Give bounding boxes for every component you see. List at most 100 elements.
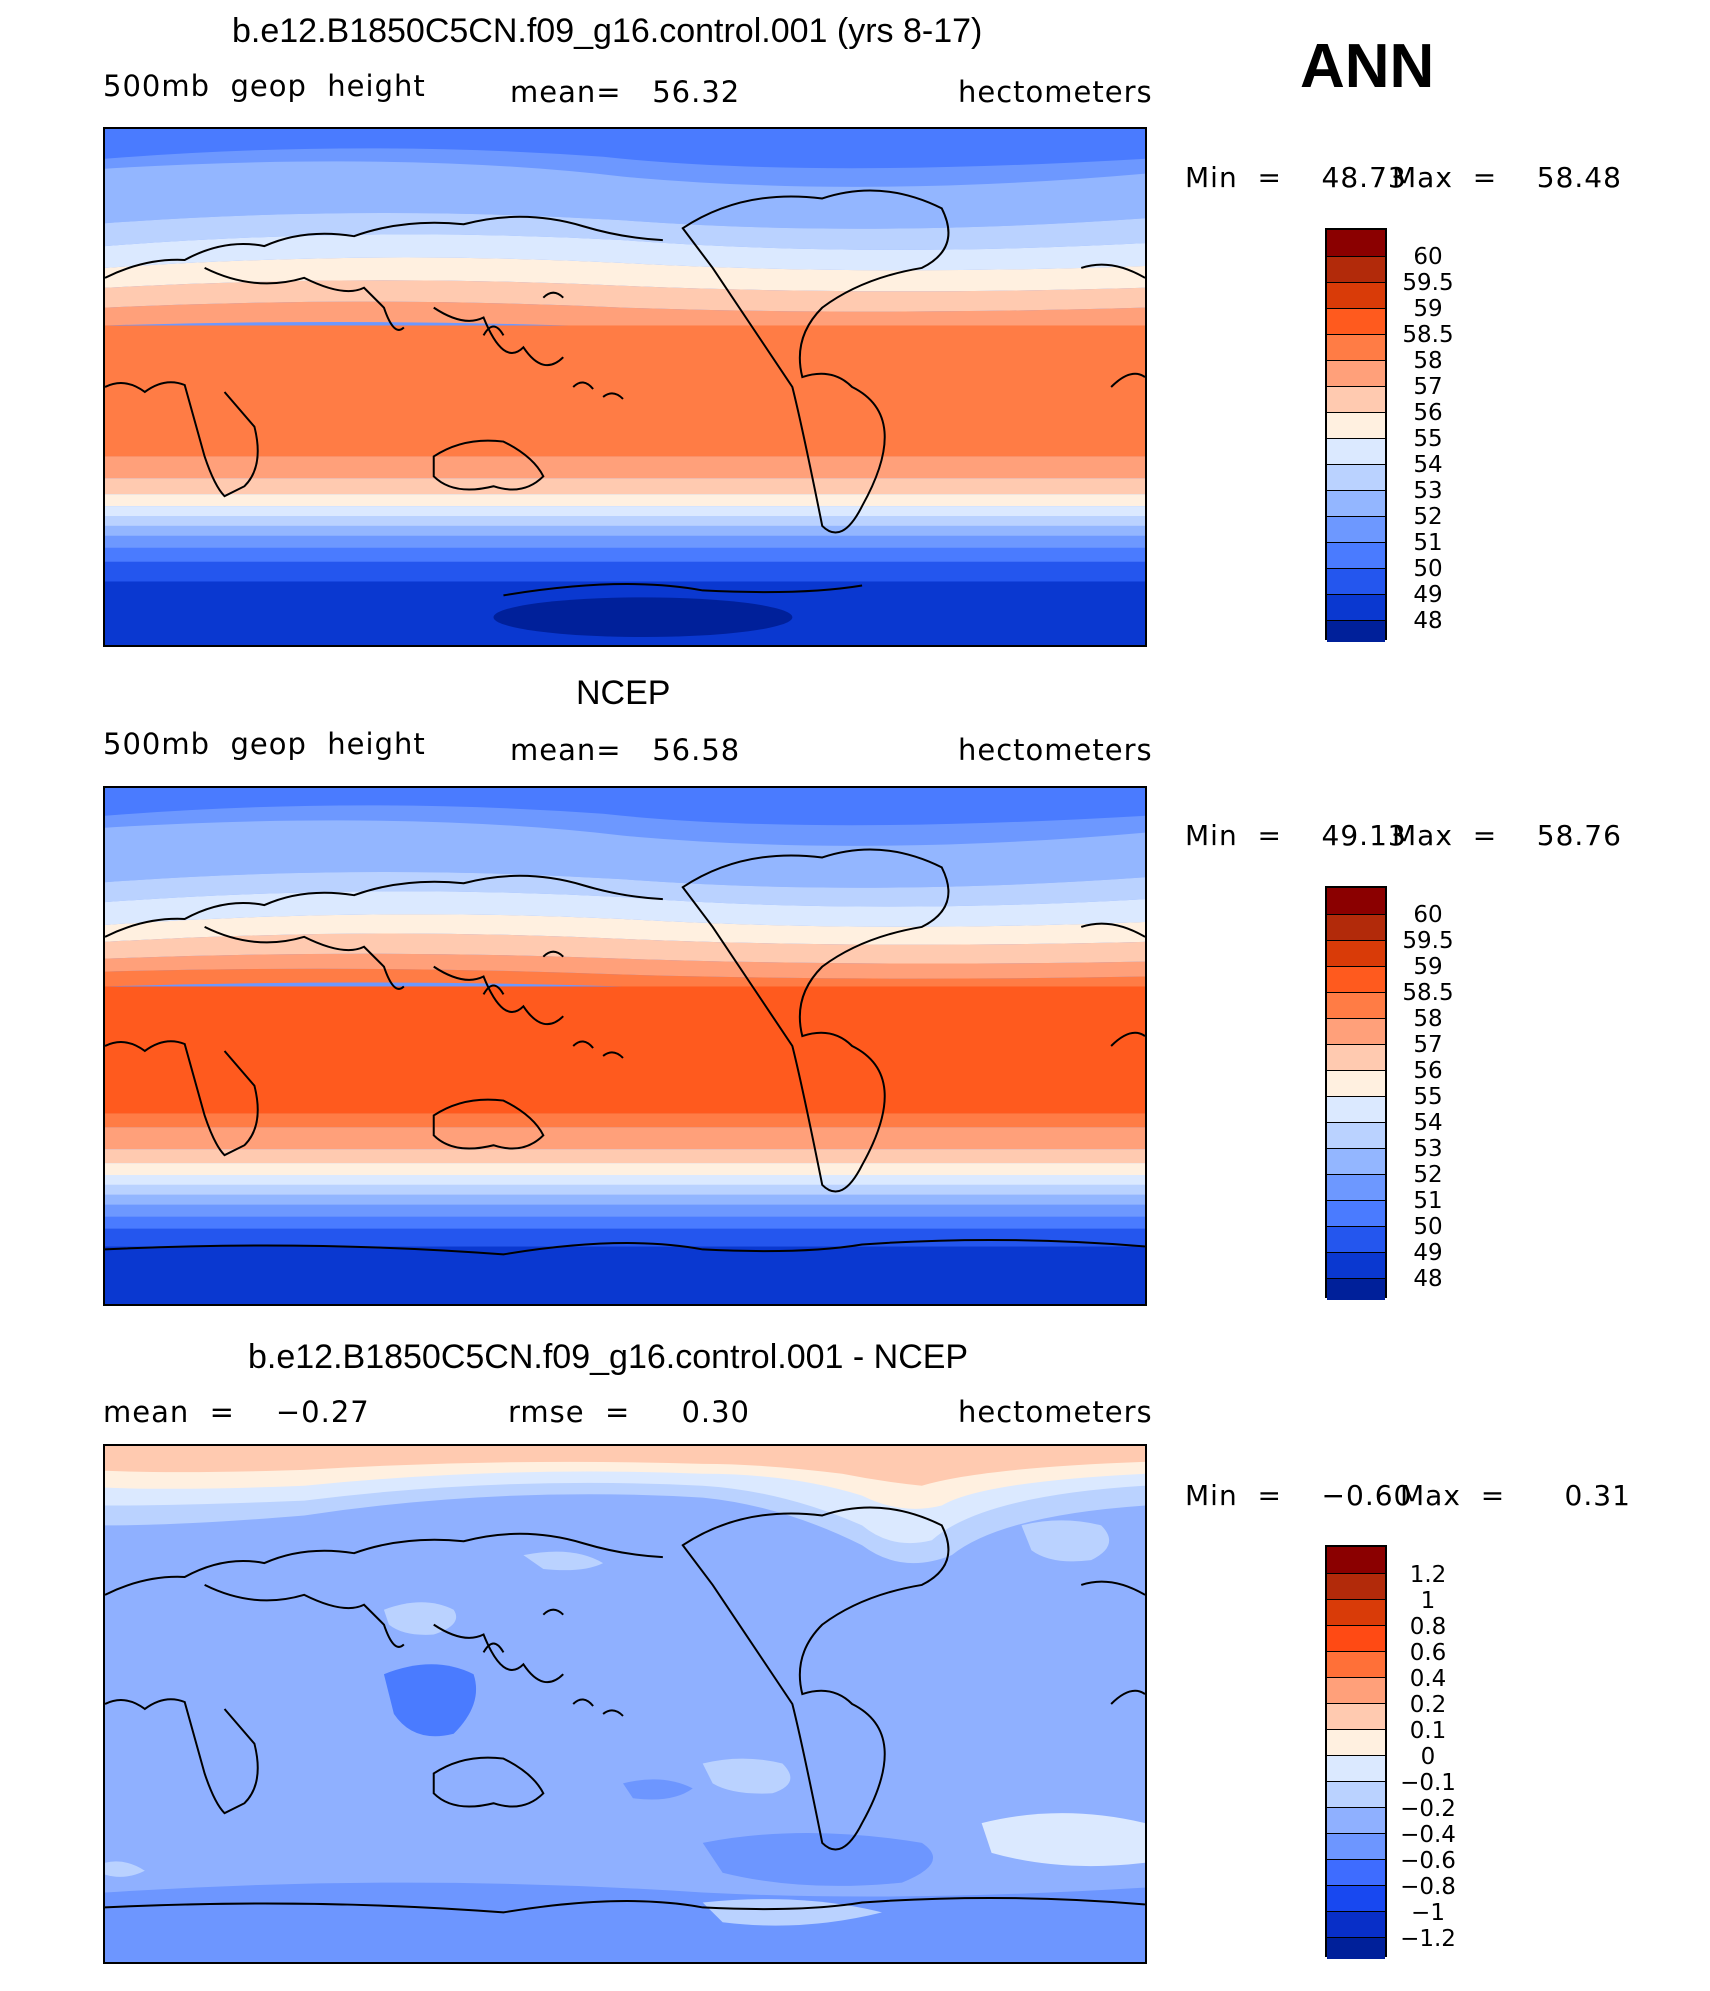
panel3-colorbar-seg	[1327, 1807, 1385, 1833]
panel3-contours	[105, 1446, 1145, 1962]
panel2-colorbar-label: 54	[1413, 1110, 1443, 1136]
panel3-colorbar-label: −0.4	[1400, 1822, 1456, 1848]
panel3-colorbar-label: −1	[1411, 1900, 1445, 1926]
panel2-colorbar-seg	[1327, 1174, 1385, 1200]
panel1-max: Max = 58.48	[1392, 161, 1622, 194]
panel2-colorbar-seg	[1327, 1122, 1385, 1148]
panel3-colorbar-seg	[1327, 1755, 1385, 1781]
panel1-colorbar-seg	[1327, 386, 1385, 412]
panel2-colorbar-label: 59	[1413, 954, 1443, 980]
panel2-colorbar-seg	[1327, 992, 1385, 1018]
panel2-colorbar-seg	[1327, 1148, 1385, 1174]
panel1-colorbar-label: 54	[1413, 452, 1443, 478]
panel3-min: Min = −0.60	[1185, 1479, 1413, 1512]
panel1-colorbar-seg	[1327, 438, 1385, 464]
panel3-colorbar-label: 1.2	[1409, 1562, 1447, 1588]
panel1-colorbar-seg	[1327, 360, 1385, 386]
panel2-units-label: hectometers	[958, 733, 1153, 767]
panel3-colorbar-label: 0.1	[1409, 1718, 1447, 1744]
panel1-coastlines	[105, 189, 1145, 597]
panel3-colorbar-label: −0.2	[1400, 1796, 1456, 1822]
panel2-colorbar-label: 51	[1413, 1188, 1443, 1214]
panel3-colorbar-seg	[1327, 1781, 1385, 1807]
panel3-colorbar-seg	[1327, 1677, 1385, 1703]
panel1-colorbar-label: 59	[1413, 296, 1443, 322]
panel1-title: b.e12.B1850C5CN.f09_g16.control.001 (yrs…	[232, 12, 983, 50]
panel1-colorbar-label: 56	[1413, 400, 1443, 426]
panel3-colorbar-seg	[1327, 1547, 1385, 1573]
panel1-colorbar-seg	[1327, 542, 1385, 568]
panel3-colorbar-seg	[1327, 1599, 1385, 1625]
panel2-colorbar-label: 50	[1413, 1214, 1443, 1240]
panel1-contours	[105, 129, 1145, 645]
panel1-colorbar-seg	[1327, 568, 1385, 594]
panel2-contours	[105, 788, 1145, 1304]
panel2-colorbar-seg	[1327, 1096, 1385, 1122]
panel1-colorbar-label: 57	[1413, 374, 1443, 400]
panel2-colorbar-label: 56	[1413, 1058, 1443, 1084]
panel1-colorbar-label: 49	[1413, 582, 1443, 608]
panel2-colorbar-seg	[1327, 1018, 1385, 1044]
panel1-colorbar-seg	[1327, 620, 1385, 642]
panel3-colorbar-seg	[1327, 1651, 1385, 1677]
panel3-colorbar-seg	[1327, 1573, 1385, 1599]
panel3-colorbar-label: −0.8	[1400, 1874, 1456, 1900]
panel1-colorbar-seg	[1327, 412, 1385, 438]
panel2-colorbar-seg	[1327, 1278, 1385, 1300]
panel3-colorbar-seg	[1327, 1937, 1385, 1959]
panel3-colorbar-seg	[1327, 1885, 1385, 1911]
panel2-map	[103, 786, 1147, 1306]
panel3-colorbar-seg	[1327, 1729, 1385, 1755]
panel2-colorbar-label: 60	[1413, 902, 1443, 928]
panel1-colorbar-seg	[1327, 334, 1385, 360]
panel3-colorbar-label: −0.6	[1400, 1848, 1456, 1874]
panel2-colorbar-label: 58	[1413, 1006, 1443, 1032]
panel1-colorbar-label: 51	[1413, 530, 1443, 556]
panel1-colorbar-seg	[1327, 256, 1385, 282]
panel3-colorbar-label: −0.1	[1400, 1770, 1456, 1796]
panel3-mean-label: mean = −0.27	[103, 1395, 370, 1429]
panel2-colorbar-label: 59.5	[1402, 928, 1454, 954]
panel2-coastlines	[105, 848, 1145, 1256]
panel3-colorbar-label: 0.6	[1409, 1640, 1447, 1666]
panel1-colorbar-seg	[1327, 594, 1385, 620]
panel1-map	[103, 127, 1147, 647]
panel2-colorbar-seg	[1327, 1044, 1385, 1070]
panel2-mean-label: mean= 56.58	[510, 733, 741, 767]
panel3-colorbar-seg	[1327, 1833, 1385, 1859]
panel3-colorbar-label: 0	[1420, 1744, 1436, 1770]
panel1-colorbar-seg	[1327, 308, 1385, 334]
panel1-colorbar-seg	[1327, 282, 1385, 308]
panel1-colorbar	[1325, 228, 1387, 642]
panel2-colorbar-label: 55	[1413, 1084, 1443, 1110]
panel1-colorbar-label: 58	[1413, 348, 1443, 374]
panel2-colorbar-seg	[1327, 888, 1385, 914]
panel3-colorbar-label: 0.2	[1409, 1692, 1447, 1718]
panel2-colorbar-label: 58.5	[1402, 980, 1454, 1006]
panel2-title: NCEP	[576, 674, 671, 712]
panel2-variable-label: 500mb geop height	[103, 727, 426, 761]
panel3-max: Max = 0.31	[1400, 1479, 1631, 1512]
panel2-colorbar	[1325, 886, 1387, 1300]
panel2-colorbar-seg	[1327, 914, 1385, 940]
panel2-colorbar-seg	[1327, 1226, 1385, 1252]
panel3-colorbar-seg	[1327, 1703, 1385, 1729]
panel2-colorbar-seg	[1327, 940, 1385, 966]
panel1-colorbar-label: 53	[1413, 478, 1443, 504]
panel2-colorbar-label: 53	[1413, 1136, 1443, 1162]
panel2-colorbar-label: 57	[1413, 1032, 1443, 1058]
panel3-units-label: hectometers	[958, 1395, 1153, 1429]
panel3-colorbar-label: −1.2	[1400, 1926, 1456, 1952]
season-label: ANN	[1300, 32, 1435, 101]
panel1-colorbar-label: 48	[1413, 608, 1443, 634]
panel1-colorbar-seg	[1327, 490, 1385, 516]
panel1-colorbar-seg	[1327, 516, 1385, 542]
panel3-title: b.e12.B1850C5CN.f09_g16.control.001 - NC…	[248, 1338, 969, 1376]
panel2-min: Min = 49.13	[1185, 819, 1407, 852]
panel2-colorbar-seg	[1327, 1252, 1385, 1278]
panel2-max: Max = 58.76	[1392, 819, 1622, 852]
panel1-units-label: hectometers	[958, 75, 1153, 109]
panel1-colorbar-label: 58.5	[1402, 322, 1454, 348]
panel2-colorbar-label: 48	[1413, 1266, 1443, 1292]
panel3-map	[103, 1444, 1147, 1964]
